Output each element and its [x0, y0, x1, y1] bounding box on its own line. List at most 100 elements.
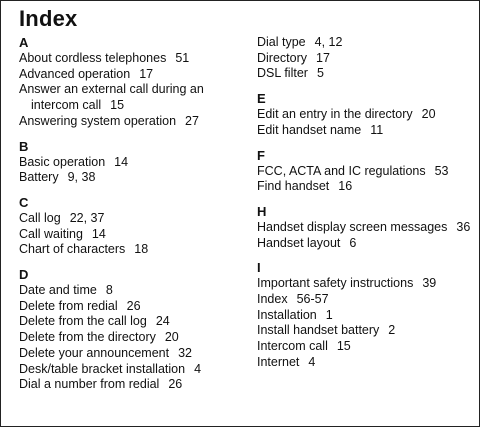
entry-term: Delete from the call log — [19, 314, 147, 329]
section-letter: B — [19, 138, 29, 154]
entry-pages: 17 — [316, 50, 330, 65]
index-entry: Handset layout 6 — [257, 236, 479, 252]
index-entry: Call waiting 14 — [19, 227, 241, 243]
index-section: F FCC, ACTA and IC regulations 53 Find hand… — [257, 148, 479, 195]
entry-term: Find handset — [257, 179, 330, 194]
entry-pages: 17 — [139, 66, 154, 81]
entry-pages: 26 — [168, 377, 183, 392]
index-entry: Chart of characters 18 — [19, 242, 241, 258]
index-section: H Handset display screen messages 36 Handse… — [257, 204, 479, 251]
index-section: Dial type 4, 12 Directory 17 DSL filter 5 — [257, 35, 479, 82]
section-letter: D — [19, 267, 29, 283]
entry-term: Index — [257, 292, 288, 307]
index-entry: Delete from the directory 20 — [19, 330, 241, 346]
entry-term: Important safety instructions — [257, 276, 414, 291]
entry-term: Dial type — [257, 35, 306, 49]
section-letter: A — [19, 35, 29, 50]
section-letter: C — [19, 194, 29, 210]
entry-pages: 2 — [388, 323, 396, 338]
index-entry: FCC, ACTA and IC regulations 53 — [257, 164, 479, 180]
page-title: Index — [19, 6, 78, 31]
index-entry: Find handset 16 — [257, 179, 479, 195]
index-entry: Internet 4 — [257, 355, 479, 371]
entry-term: Desk/table bracket installation — [19, 361, 186, 376]
entry-pages: 27 — [185, 113, 199, 128]
entry-term: FCC, ACTA and IC regulations — [257, 163, 426, 178]
entry-term: Dial a number from redial — [19, 377, 160, 392]
index-entry: Desk/table bracket installation 4 — [19, 362, 241, 378]
index-entry: Handset display screen messages 36 — [257, 220, 479, 236]
entry-term: Basic operation — [19, 154, 106, 169]
index-section: A About cordless telephones 51 Advanced ope… — [19, 35, 241, 130]
entry-pages: 9, 38 — [67, 170, 96, 185]
entry-term: Advanced operation — [19, 66, 131, 81]
entry-term: Delete from the directory — [19, 330, 156, 345]
section-letter: H — [257, 203, 267, 219]
index-entry: Delete from redial 26 — [19, 299, 241, 315]
entry-term: Call waiting — [19, 226, 83, 241]
entry-pages: 20 — [164, 330, 179, 345]
entry-term: Date and time — [19, 283, 97, 298]
index-entry: Edit an entry in the directory 20 — [257, 107, 479, 123]
entry-pages: 4 — [308, 354, 316, 369]
entry-term: Edit an entry in the directory — [257, 107, 413, 122]
index-entry: Answer an external call during an interc… — [19, 82, 241, 113]
entry-term: Directory — [257, 50, 308, 65]
index-entry: Delete your announcement 32 — [19, 346, 241, 362]
entry-pages: 26 — [126, 298, 141, 313]
index-entry: Install handset battery 2 — [257, 323, 479, 339]
index-column-right: Dial type 4, 12 Directory 17 DSL filter 5 E Edi… — [257, 35, 479, 380]
index-section: I Important safety instructions 39 Index 56-… — [257, 260, 479, 370]
index-entry: Battery 9, 38 — [19, 170, 241, 186]
entry-term: About cordless telephones — [19, 51, 167, 65]
entry-pages: 5 — [316, 66, 324, 81]
entry-pages: 11 — [370, 122, 384, 137]
entry-term: Intercom call — [257, 339, 328, 354]
index-entry: Advanced operation 17 — [19, 67, 241, 83]
entry-pages: 15 — [110, 98, 125, 113]
entry-term: Handset layout — [257, 235, 341, 250]
index-entry: About cordless telephones 51 — [19, 51, 241, 67]
entry-pages: 36 — [456, 219, 471, 234]
index-section: D Date and time 8 Delete from redial 26 Delet… — [19, 267, 241, 393]
entry-term: Install handset battery — [257, 323, 380, 338]
entry-pages: 4, 12 — [314, 35, 343, 49]
index-entry: Directory 17 — [257, 51, 479, 67]
entry-pages: 22, 37 — [69, 210, 105, 225]
entry-pages: 4 — [194, 361, 202, 376]
section-letter: F — [257, 147, 265, 163]
entry-term: Delete from redial — [19, 298, 118, 313]
entry-pages: 14 — [114, 154, 129, 169]
index-entry: Date and time 8 — [19, 283, 241, 299]
entry-term: Answering system operation — [19, 113, 177, 128]
index-entry: DSL filter 5 — [257, 66, 479, 82]
index-section: C Call log 22, 37 Call waiting 14 Chart of ch… — [19, 195, 241, 258]
entry-term: Delete your announcement — [19, 345, 170, 360]
entry-pages: 18 — [134, 242, 149, 257]
entry-pages: 56-57 — [296, 292, 329, 307]
entry-pages: 15 — [336, 339, 351, 354]
index-column-left: A About cordless telephones 51 Advanced ope… — [19, 35, 241, 402]
index-entry: Basic operation 14 — [19, 155, 241, 171]
entry-term: Call log — [19, 210, 61, 225]
entry-pages: 24 — [155, 314, 170, 329]
index-entry: Index 56-57 — [257, 292, 479, 308]
section-letter: I — [257, 260, 261, 276]
index-entry: Important safety instructions 39 — [257, 276, 479, 292]
entry-term: DSL filter — [257, 66, 308, 81]
index-entry: Delete from the call log 24 — [19, 314, 241, 330]
entry-pages: 53 — [434, 163, 449, 178]
entry-pages: 16 — [338, 179, 353, 194]
entry-pages: 1 — [325, 307, 333, 322]
entry-pages: 20 — [421, 107, 436, 122]
index-entry: Dial type 4, 12 — [257, 35, 479, 51]
entry-term: Battery — [19, 170, 59, 185]
index-entry: Call log 22, 37 — [19, 211, 241, 227]
entry-term: Handset display screen messages — [257, 219, 448, 234]
entry-term: Chart of characters — [19, 242, 126, 257]
index-entry: Edit handset name 11 — [257, 123, 479, 139]
entry-pages: 32 — [178, 345, 193, 360]
entry-pages: 8 — [105, 283, 113, 298]
index-entry: Answering system operation 27 — [19, 114, 241, 130]
